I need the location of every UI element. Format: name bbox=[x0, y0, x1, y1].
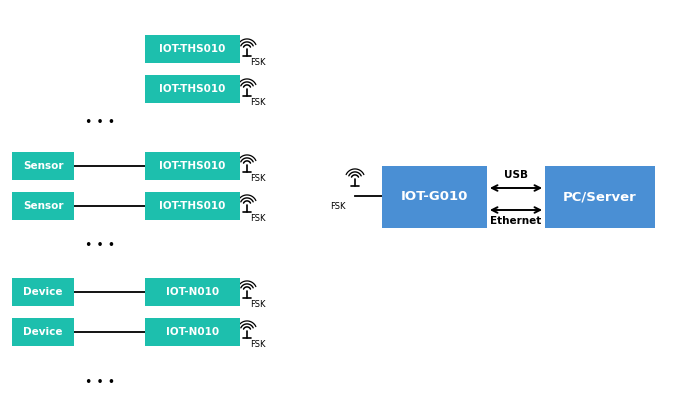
Text: FSK: FSK bbox=[330, 202, 346, 211]
FancyBboxPatch shape bbox=[145, 278, 240, 306]
Text: FSK: FSK bbox=[250, 58, 265, 67]
Text: • • •: • • • bbox=[85, 240, 115, 252]
Text: FSK: FSK bbox=[250, 300, 265, 309]
FancyBboxPatch shape bbox=[545, 166, 655, 228]
FancyBboxPatch shape bbox=[12, 318, 74, 346]
Text: Sensor: Sensor bbox=[23, 161, 64, 171]
FancyBboxPatch shape bbox=[145, 318, 240, 346]
FancyBboxPatch shape bbox=[382, 166, 487, 228]
Text: FSK: FSK bbox=[250, 174, 265, 183]
Text: FSK: FSK bbox=[250, 340, 265, 349]
Text: Device: Device bbox=[23, 327, 63, 337]
Text: FSK: FSK bbox=[250, 214, 265, 223]
Text: IOT-N010: IOT-N010 bbox=[166, 327, 219, 337]
Text: IOT-THS010: IOT-THS010 bbox=[160, 44, 226, 54]
Text: IOT-THS010: IOT-THS010 bbox=[160, 201, 226, 211]
Text: Sensor: Sensor bbox=[23, 201, 64, 211]
Text: • • •: • • • bbox=[85, 377, 115, 390]
FancyBboxPatch shape bbox=[12, 278, 74, 306]
Text: IOT-G010: IOT-G010 bbox=[401, 191, 468, 204]
FancyBboxPatch shape bbox=[12, 152, 74, 180]
FancyBboxPatch shape bbox=[145, 35, 240, 63]
Text: IOT-THS010: IOT-THS010 bbox=[160, 161, 226, 171]
Text: FSK: FSK bbox=[250, 98, 265, 107]
FancyBboxPatch shape bbox=[145, 75, 240, 103]
FancyBboxPatch shape bbox=[145, 192, 240, 220]
FancyBboxPatch shape bbox=[12, 192, 74, 220]
Text: Ethernet: Ethernet bbox=[491, 216, 542, 226]
Text: • • •: • • • bbox=[85, 117, 115, 130]
Text: PC/Server: PC/Server bbox=[563, 191, 637, 204]
Text: IOT-THS010: IOT-THS010 bbox=[160, 84, 226, 94]
FancyBboxPatch shape bbox=[145, 152, 240, 180]
Text: USB: USB bbox=[504, 170, 528, 180]
Text: Device: Device bbox=[23, 287, 63, 297]
Text: IOT-N010: IOT-N010 bbox=[166, 287, 219, 297]
